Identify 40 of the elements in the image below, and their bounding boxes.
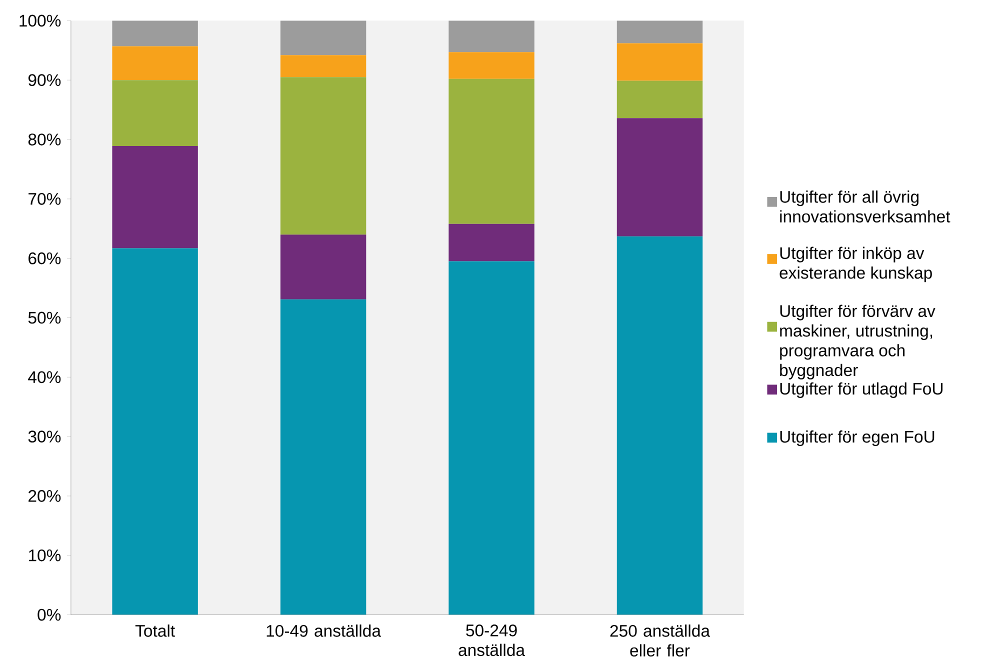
bar [280, 77, 366, 235]
y-tick-label: 60% [28, 252, 61, 264]
y-tick-label: 90% [28, 74, 61, 86]
bar [280, 234, 366, 300]
y-tick-label: 100% [20, 14, 61, 27]
bar [280, 55, 366, 78]
y-tick-label: 70% [28, 192, 61, 205]
bar [448, 52, 534, 79]
legend-label: Utgifter för all övrig innovationsverksamhet [780, 190, 950, 223]
legend-label: Utgifter för utlagd FoU [780, 382, 942, 398]
bar [448, 224, 534, 262]
bar [616, 236, 703, 615]
bar [448, 261, 534, 615]
bar [112, 146, 198, 248]
y-tick-label: 30% [28, 430, 61, 442]
bar [112, 20, 198, 46]
bar [616, 20, 703, 44]
x-tick-label: 10-49 anställda [266, 624, 381, 637]
bar [112, 80, 198, 146]
bar [280, 299, 366, 615]
bar [616, 43, 703, 81]
bar [112, 46, 198, 80]
bar [112, 248, 198, 615]
y-tick-label: 20% [28, 490, 61, 502]
bar [448, 20, 534, 52]
legend-label: Utgifter för egen FoU [780, 430, 934, 446]
x-tick-label: 50-249 anställda [458, 624, 526, 656]
y-tick-label: 50% [28, 312, 61, 324]
bar [616, 80, 703, 118]
bar [280, 20, 366, 56]
x-tick-label: Totalt [135, 624, 175, 637]
y-tick-label: 10% [28, 549, 61, 562]
y-tick-label: 40% [28, 371, 61, 384]
legend-label: Utgifter för inköp av existerande kunskap [780, 246, 932, 282]
y-tick-label: 80% [28, 134, 61, 146]
legend-label: Utgifter för förvärv av maskiner, utrustning, programvara och byggnader [780, 304, 936, 380]
bar [448, 78, 534, 224]
bar [616, 118, 703, 236]
x-tick-label: 250 anställda eller fler [610, 624, 710, 657]
y-tick-label: 0% [38, 608, 61, 621]
